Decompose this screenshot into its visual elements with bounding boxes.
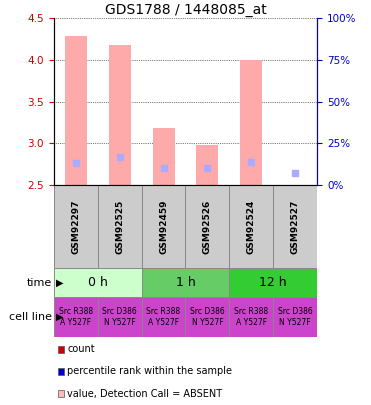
Bar <box>273 297 317 337</box>
Bar <box>273 185 317 268</box>
Bar <box>142 185 186 268</box>
Text: percentile rank within the sample: percentile rank within the sample <box>67 367 232 376</box>
Text: GSM92524: GSM92524 <box>247 199 256 254</box>
Text: value, Detection Call = ABSENT: value, Detection Call = ABSENT <box>67 389 222 399</box>
Bar <box>142 268 229 297</box>
Bar <box>65 36 87 185</box>
Text: GSM92527: GSM92527 <box>291 199 300 254</box>
Bar <box>229 297 273 337</box>
Text: ▶: ▶ <box>56 277 63 288</box>
Text: Src D386
N Y527F: Src D386 N Y527F <box>278 307 313 327</box>
Text: Src R388
A Y527F: Src R388 A Y527F <box>234 307 268 327</box>
Text: cell line: cell line <box>9 312 52 322</box>
Text: GSM92525: GSM92525 <box>115 199 124 254</box>
Text: 12 h: 12 h <box>259 276 287 289</box>
Text: time: time <box>27 277 52 288</box>
Bar <box>54 185 98 268</box>
Bar <box>142 297 186 337</box>
Bar <box>186 297 229 337</box>
Title: GDS1788 / 1448085_at: GDS1788 / 1448085_at <box>105 3 266 17</box>
Text: GSM92297: GSM92297 <box>71 199 80 254</box>
Bar <box>229 185 273 268</box>
Bar <box>229 268 317 297</box>
Text: 1 h: 1 h <box>175 276 196 289</box>
Bar <box>54 268 142 297</box>
Bar <box>54 297 98 337</box>
Text: count: count <box>67 344 95 354</box>
Text: ▶: ▶ <box>56 312 63 322</box>
Text: 0 h: 0 h <box>88 276 108 289</box>
Text: GSM92459: GSM92459 <box>159 199 168 254</box>
Bar <box>186 185 229 268</box>
Text: Src D386
N Y527F: Src D386 N Y527F <box>190 307 225 327</box>
Bar <box>98 185 142 268</box>
Text: GSM92526: GSM92526 <box>203 199 212 254</box>
Text: Src R388
A Y527F: Src R388 A Y527F <box>59 307 93 327</box>
Bar <box>197 145 219 185</box>
Text: Src D386
N Y527F: Src D386 N Y527F <box>102 307 137 327</box>
Bar <box>152 128 174 185</box>
Bar <box>240 60 262 185</box>
Bar <box>98 297 142 337</box>
Bar <box>109 45 131 185</box>
Text: Src R388
A Y527F: Src R388 A Y527F <box>147 307 181 327</box>
